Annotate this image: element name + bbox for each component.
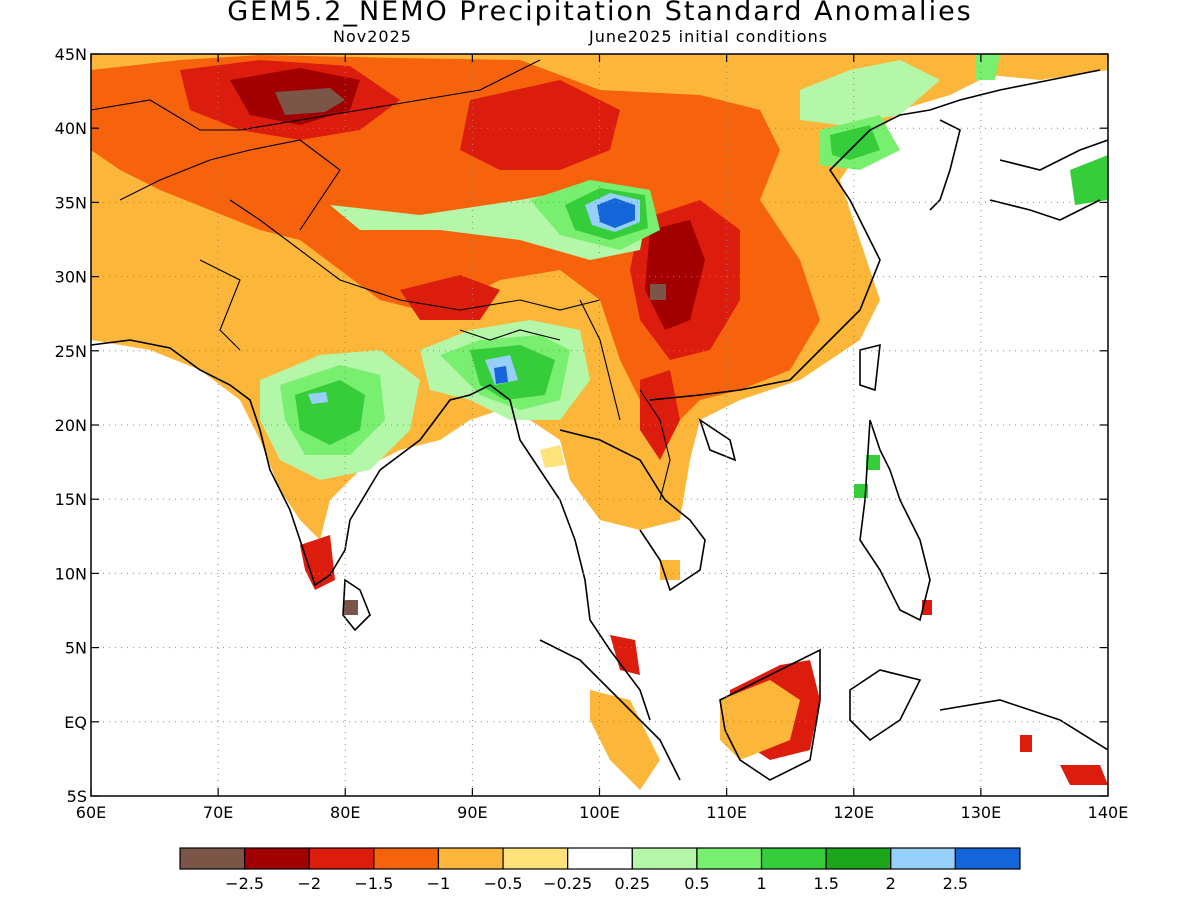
- anomaly-region-dry-darkorange: [91, 55, 820, 440]
- anomaly-region-dry-red: [610, 635, 640, 675]
- map-title: GEM5.2_NEMO Precipitation Standard Anoma…: [227, 0, 973, 27]
- forecast-month: Nov2025: [333, 27, 412, 46]
- anomaly-region-wet-darkgreen: [830, 125, 880, 160]
- anomaly-region-wet-blue: [597, 198, 635, 228]
- legend-swatch: [890, 847, 956, 870]
- anomaly-region-wet-darkgreen: [854, 484, 868, 498]
- anomaly-region-dry-brown: [275, 88, 345, 115]
- lon-tick-label: 140E: [1088, 803, 1129, 822]
- legend-swatch: [760, 847, 827, 870]
- lat-tick-label: 30N: [55, 268, 87, 287]
- coastlines: [91, 69, 1108, 781]
- lat-tick-label: 35N: [55, 193, 87, 212]
- legend-label: −2.5: [225, 874, 264, 893]
- anomaly-region-dry-red: [460, 80, 620, 170]
- anomaly-region-wet-darkgreen: [866, 455, 880, 470]
- legend-swatch: [502, 847, 569, 870]
- legend-swatch: [567, 847, 633, 870]
- anomaly-region-dry-brown: [650, 284, 666, 300]
- anomaly-region-dry-orange: [590, 690, 660, 790]
- legend-swatch: [825, 847, 892, 870]
- anomaly-region-dry-red: [300, 535, 335, 590]
- anomaly-region-wet-light: [800, 60, 940, 125]
- anomaly-region-dry-red: [1060, 765, 1108, 785]
- lat-tick-label: 10N: [55, 564, 87, 583]
- axis-ticks: 60E 70E 80E 90E 100E 110E 120E 130E 140E 45N 40N 35…: [55, 45, 1129, 822]
- legend-label: 0.5: [684, 874, 709, 893]
- legend-label: −1.5: [354, 874, 393, 893]
- legend-label: 2: [886, 874, 896, 893]
- lon-tick-label: 60E: [76, 803, 106, 822]
- legend-label: −2: [297, 874, 321, 893]
- initial-conditions: June2025 initial conditions: [589, 27, 829, 46]
- legend-label: 2.5: [943, 874, 968, 893]
- legend-swatch: [696, 847, 763, 870]
- legend-swatch: [954, 847, 1021, 870]
- graticule: [91, 54, 1108, 796]
- legend-label: −0.25: [543, 874, 592, 893]
- legend-label: 1.5: [813, 874, 838, 893]
- legend-swatch: [244, 847, 310, 870]
- country-borders: [91, 59, 671, 501]
- lon-tick-label: 100E: [579, 803, 620, 822]
- legend-label: −0.5: [484, 874, 523, 893]
- lon-tick-label: 120E: [833, 803, 874, 822]
- lon-tick-label: 80E: [330, 803, 360, 822]
- legend-label: 1: [756, 874, 766, 893]
- legend-label: −1: [427, 874, 451, 893]
- legend-swatch: [631, 847, 698, 870]
- color-legend: −2.5 −2 −1.5 −1 −0.5 −0.25 0.25 0.5 1 1.5 2 2.5: [179, 847, 1021, 893]
- lon-tick-label: 70E: [203, 803, 233, 822]
- anomaly-region-dry-red: [1020, 735, 1032, 752]
- lat-tick-label: 25N: [55, 342, 87, 361]
- anomaly-region-dry-yellow: [540, 445, 565, 468]
- legend-swatch: [179, 847, 246, 870]
- legend-label: 0.25: [614, 874, 650, 893]
- anomaly-region-wet-blue: [494, 366, 508, 384]
- lon-tick-label: 110E: [706, 803, 747, 822]
- lat-tick-label: 5S: [67, 787, 87, 806]
- anomaly-region-wet-lightblue: [308, 392, 328, 404]
- lat-tick-label: 45N: [55, 45, 87, 64]
- anomaly-region-dry-brown: [344, 600, 358, 615]
- lat-tick-label: 15N: [55, 490, 87, 509]
- anomaly-region-dry-maroon: [645, 220, 705, 330]
- anomaly-region-dry-orange: [720, 680, 800, 760]
- lon-tick-label: 90E: [457, 803, 487, 822]
- lat-tick-label: 5N: [65, 639, 87, 658]
- anomaly-region-dry-red: [640, 370, 680, 460]
- lat-tick-label: 20N: [55, 416, 87, 435]
- legend-swatch: [373, 847, 440, 870]
- legend-swatch: [308, 847, 375, 870]
- anomaly-field: [91, 54, 1108, 796]
- lat-tick-label: EQ: [64, 713, 87, 732]
- lon-tick-label: 130E: [961, 803, 1002, 822]
- legend-swatch: [437, 847, 504, 870]
- lat-tick-label: 40N: [55, 119, 87, 138]
- anomaly-region-wet-darkgreen: [1070, 155, 1108, 205]
- anomaly-region-dry-red: [400, 275, 500, 320]
